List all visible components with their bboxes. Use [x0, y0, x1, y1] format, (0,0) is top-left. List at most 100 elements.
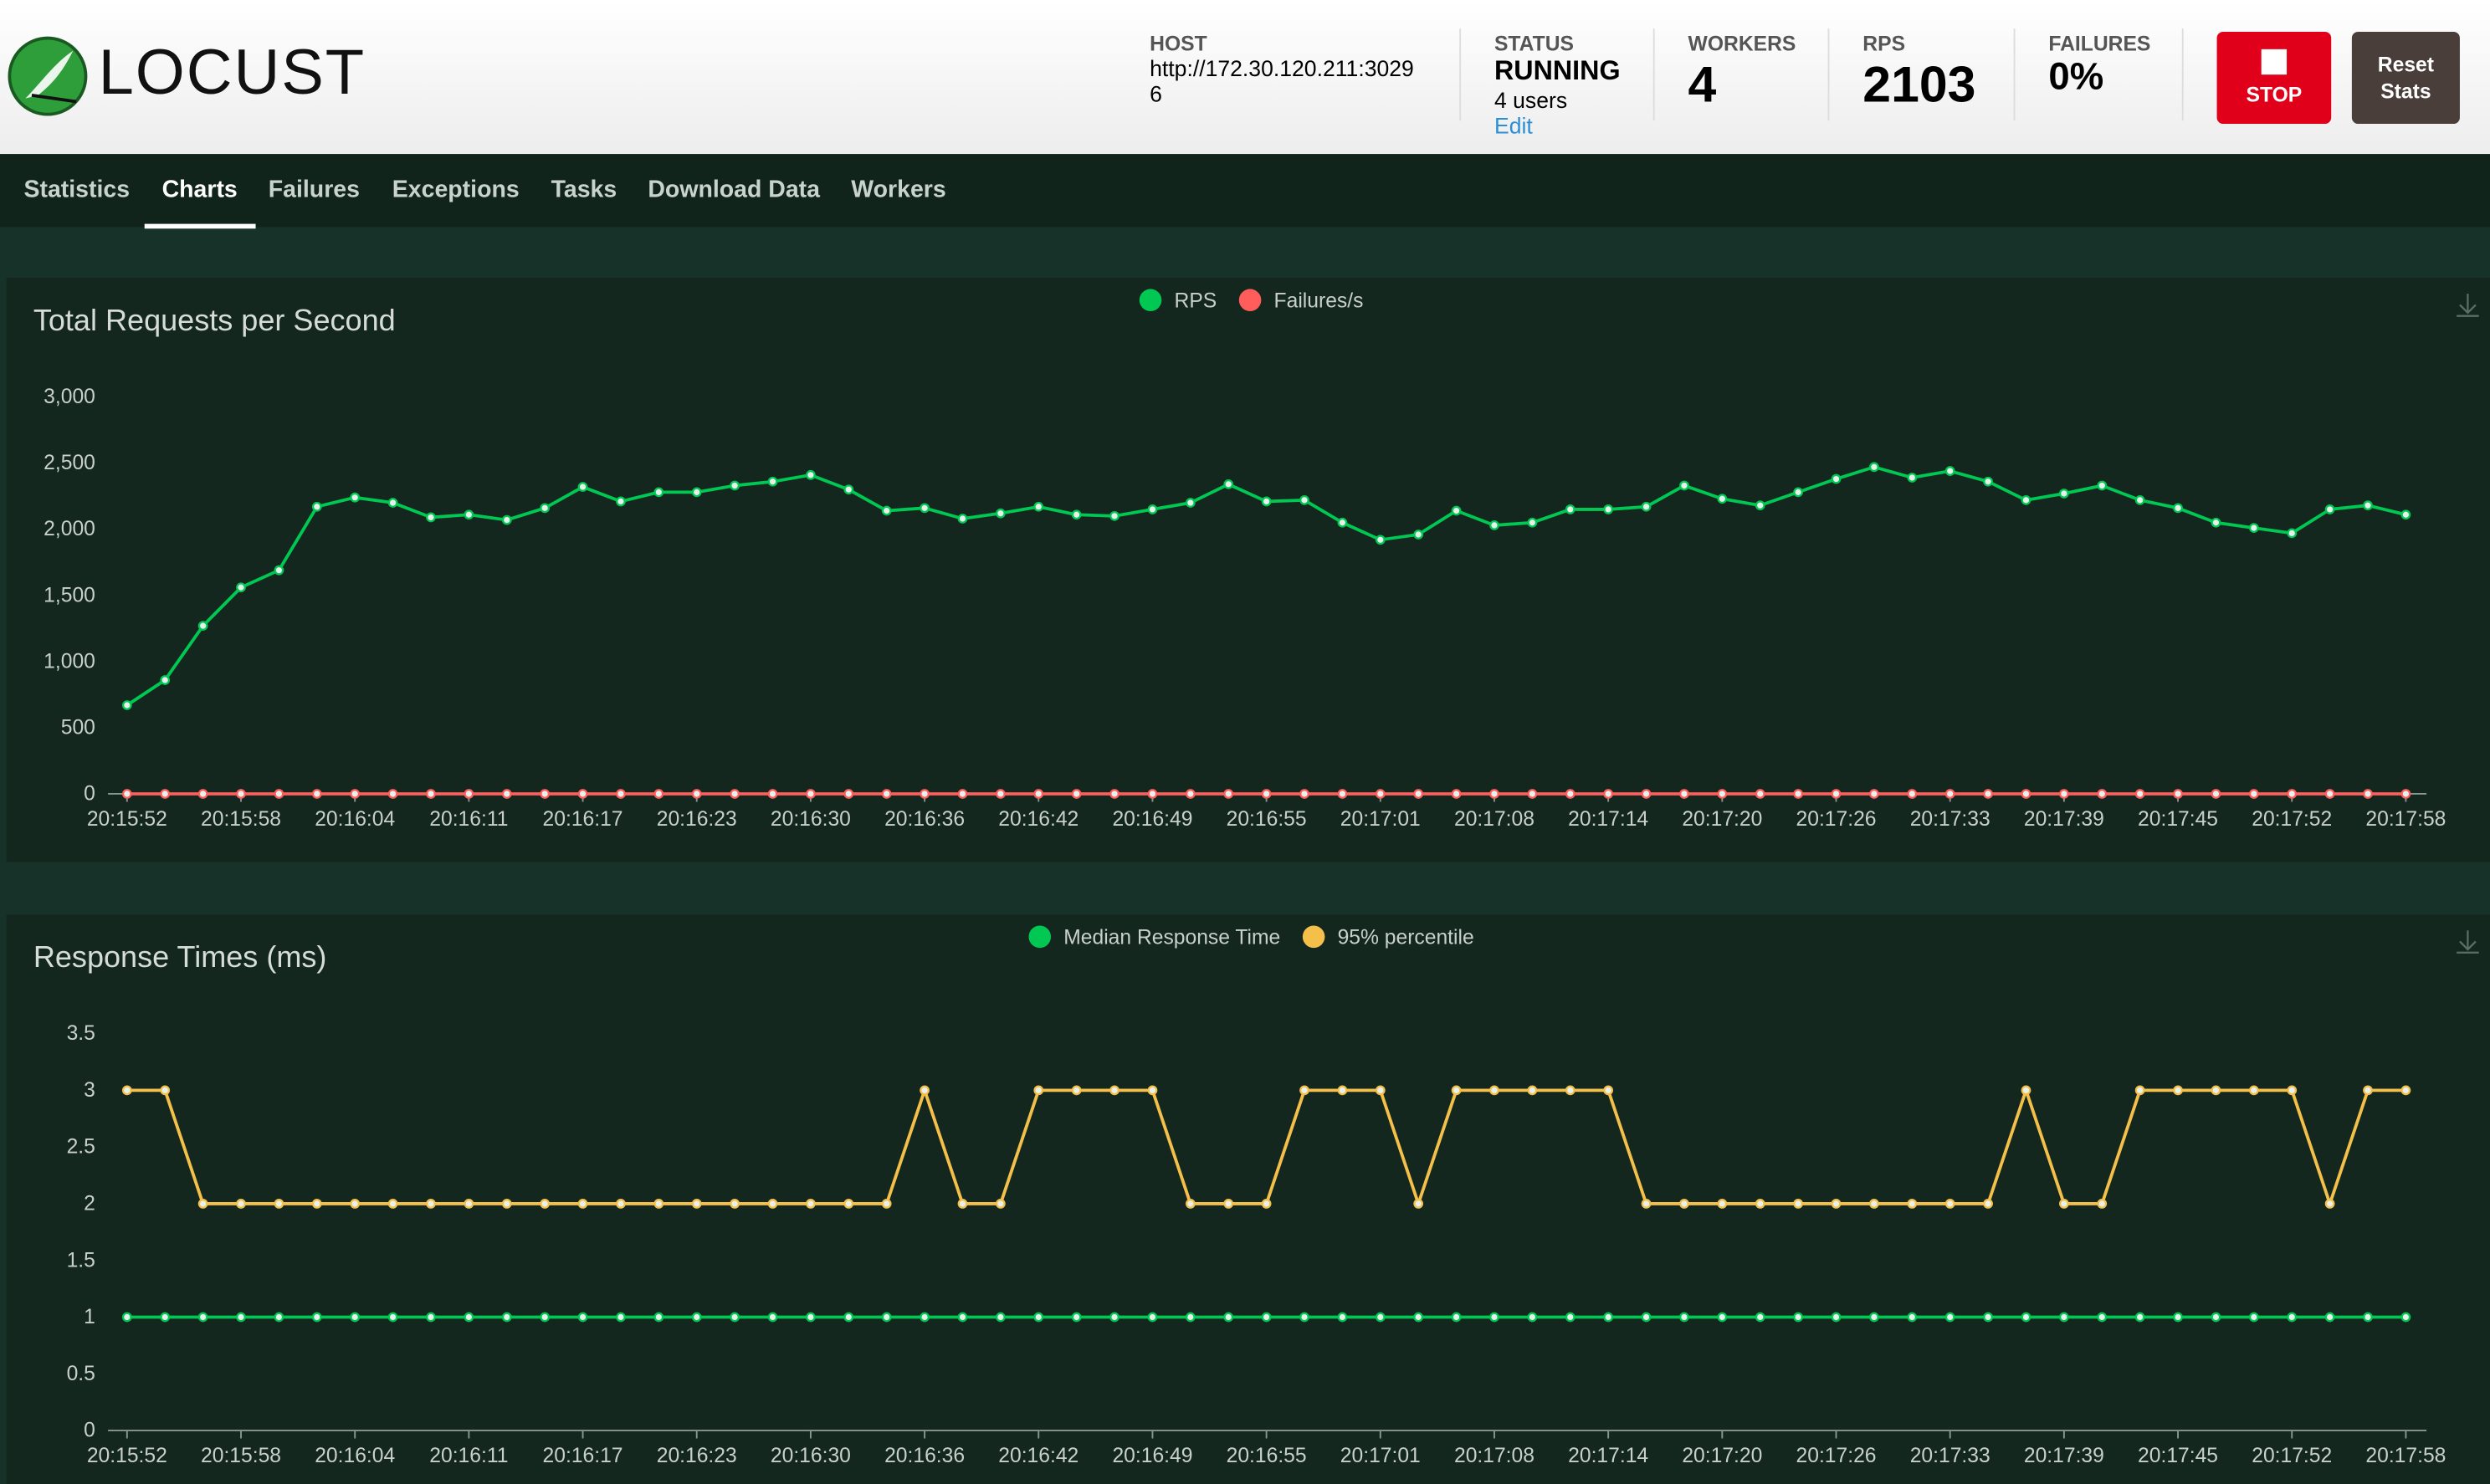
data-point	[1831, 473, 1842, 484]
tab[interactable]: Exceptions	[392, 176, 520, 203]
data-point	[2248, 1312, 2259, 1323]
x-tick-label: 20:17:45	[2138, 1445, 2218, 1467]
x-tick-label: 20:17:45	[2138, 808, 2218, 831]
data-point	[2363, 1085, 2373, 1096]
data-point	[1869, 1312, 1879, 1323]
edit-link[interactable]: Edit	[1493, 112, 1533, 139]
data-point	[2058, 1199, 2069, 1209]
tab[interactable]: Download Data	[648, 176, 820, 203]
data-point	[2097, 789, 2108, 799]
data-point	[387, 789, 398, 799]
data-point	[881, 789, 892, 799]
data-point	[350, 789, 361, 799]
x-tick-label: 20:16:04	[315, 1445, 395, 1467]
x-tick-label: 20:17:26	[1796, 1445, 1877, 1467]
x-tick-label: 20:16:17	[543, 1445, 623, 1467]
data-point	[2134, 1312, 2145, 1323]
data-point	[197, 1312, 208, 1323]
data-point	[843, 1199, 854, 1209]
data-point	[2363, 500, 2373, 511]
logo-icon	[8, 36, 88, 116]
data-point	[1261, 789, 1272, 799]
reset-button[interactable]: Reset Stats	[2351, 31, 2460, 125]
y-tick-label: 2,500	[44, 452, 95, 474]
data-point	[1679, 1199, 1689, 1209]
tab[interactable]: Workers	[851, 176, 946, 203]
data-point	[1261, 1199, 1272, 1209]
data-point	[806, 1312, 816, 1323]
stat-workers: WORKERS 4	[1688, 32, 1796, 115]
x-tick-label: 20:17:08	[1454, 808, 1534, 831]
download-icon	[2457, 930, 2479, 954]
data-point	[730, 1312, 740, 1323]
data-point	[1565, 1312, 1575, 1323]
x-tick-label: 20:17:33	[1910, 1445, 1990, 1467]
data-point	[387, 1199, 398, 1209]
stop-button[interactable]: STOP	[2216, 31, 2332, 125]
data-point	[1527, 1085, 1538, 1096]
data-point	[2173, 1085, 2183, 1096]
tab[interactable]: Charts	[161, 176, 238, 203]
data-point	[2400, 1085, 2411, 1096]
data-point	[2058, 789, 2069, 799]
x-tick-label: 20:16:11	[429, 1445, 508, 1467]
data-point	[1185, 498, 1196, 508]
data-point	[350, 1199, 361, 1209]
y-tick-label: 3.5	[67, 1022, 95, 1045]
data-point	[1755, 1199, 1765, 1209]
data-point	[311, 789, 322, 799]
stat-value: 4	[1688, 55, 1717, 113]
x-tick-label: 20:16:42	[998, 1445, 1078, 1467]
data-point	[2211, 1085, 2221, 1096]
data-point	[653, 1312, 664, 1323]
data-point	[995, 789, 1006, 799]
x-tick-label: 20:15:58	[201, 1445, 281, 1467]
data-point	[1299, 789, 1309, 799]
data-point	[995, 1199, 1006, 1209]
data-point	[2021, 1312, 2031, 1323]
data-point	[1755, 500, 1765, 511]
data-point	[1983, 476, 1993, 487]
data-point	[577, 789, 588, 799]
series-line	[126, 1085, 2406, 1209]
x-tick-label: 20:17:20	[1682, 1445, 1762, 1467]
data-point	[653, 1199, 664, 1209]
data-point	[2173, 789, 2183, 799]
legend-marker	[1139, 289, 1162, 312]
header: LOCUST HOST http://172.30.120.211:30296 …	[0, 0, 2490, 156]
data-point	[1451, 505, 1462, 516]
data-point	[881, 1312, 892, 1323]
data-point	[1869, 462, 1879, 473]
stat-label: HOST	[1150, 31, 1207, 56]
data-point	[1944, 789, 1955, 799]
data-point	[2324, 504, 2335, 514]
data-point	[2134, 789, 2145, 799]
data-point	[387, 1312, 398, 1323]
data-point	[2400, 509, 2411, 520]
tab[interactable]: Failures	[268, 176, 360, 203]
data-point	[2287, 1085, 2298, 1096]
data-point	[464, 1312, 474, 1323]
data-point	[2173, 503, 2183, 514]
data-point	[274, 565, 284, 576]
tab[interactable]: Tasks	[551, 176, 617, 203]
tab[interactable]: Statistics	[23, 176, 131, 203]
data-point	[881, 505, 892, 516]
legend-label: 95% percentile	[1338, 926, 1474, 949]
data-point	[1185, 789, 1196, 799]
stat-value: 0%	[2048, 55, 2104, 99]
stat-status: STATUS RUNNING 4 users Edit	[1494, 32, 1621, 138]
y-tick-label: 2,000	[44, 518, 95, 540]
data-point	[1755, 1312, 1765, 1323]
data-point	[1223, 1199, 1234, 1209]
data-point	[426, 1312, 436, 1323]
data-point	[1527, 789, 1538, 799]
data-point	[1299, 1312, 1309, 1323]
data-point	[1223, 1312, 1234, 1323]
legend-label: Median Response Time	[1063, 926, 1280, 949]
data-point	[2248, 789, 2259, 799]
data-point	[691, 789, 702, 799]
data-point	[501, 514, 512, 525]
data-point	[1603, 504, 1614, 514]
data-point	[767, 1312, 778, 1323]
